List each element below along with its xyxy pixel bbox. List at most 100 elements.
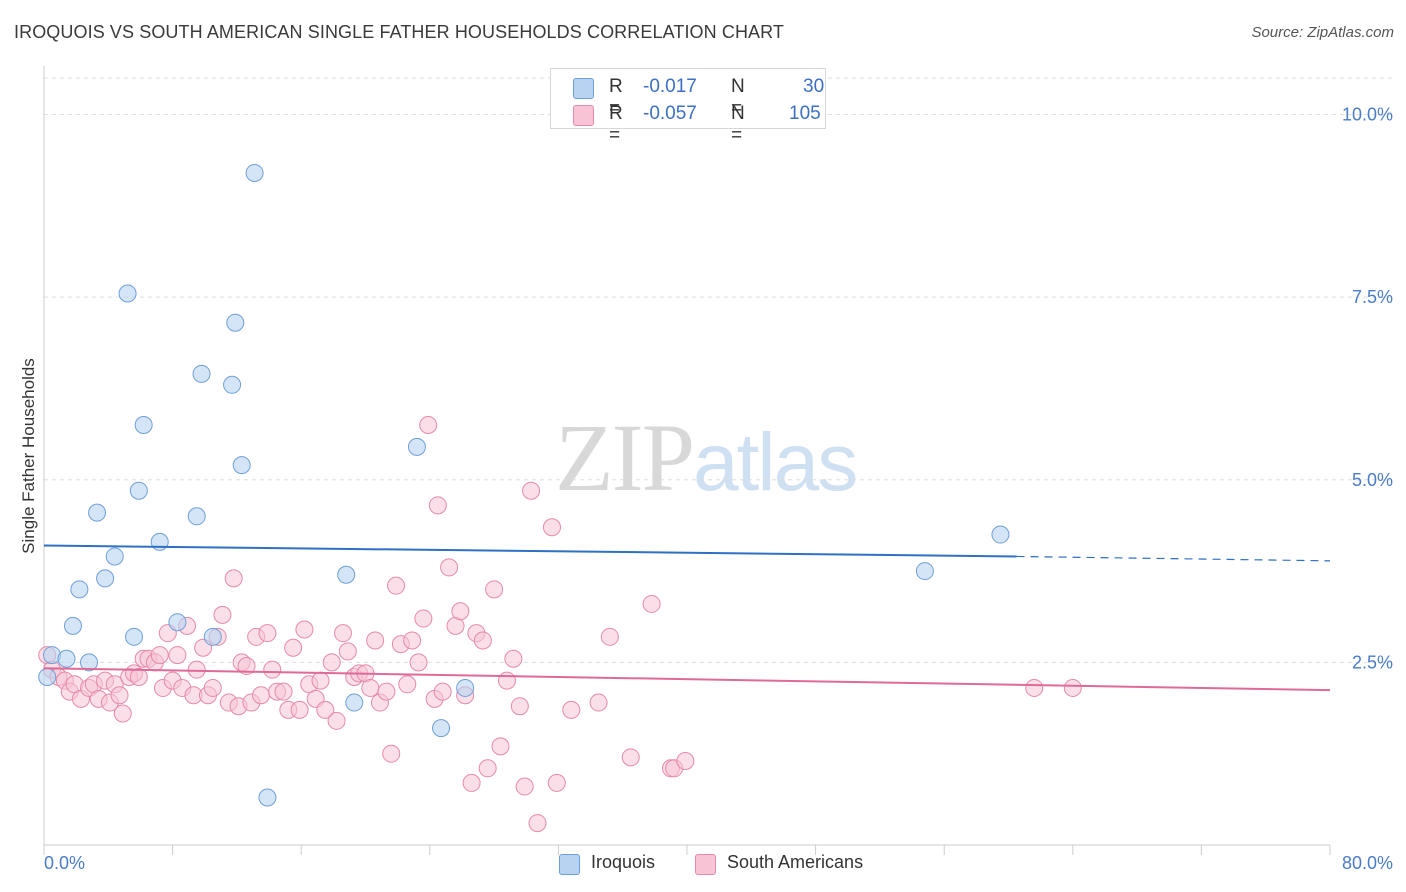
south-americans-point	[428, 496, 447, 515]
south-americans-point	[187, 660, 206, 679]
south-americans-swatch	[573, 105, 594, 126]
iroquois-legend-swatch	[559, 854, 580, 875]
south-americans-point	[361, 678, 380, 697]
south-americans-point	[284, 638, 303, 657]
south-americans-point	[327, 711, 346, 730]
south-americans-point	[398, 675, 417, 694]
south-americans-point	[419, 415, 438, 434]
iroquois-point	[192, 364, 211, 383]
south-americans-point	[129, 667, 148, 686]
south-americans-trendline	[43, 667, 1331, 692]
legend-r-value: -0.057	[643, 103, 697, 124]
iroquois-swatch	[573, 78, 594, 99]
y-tick-label: 2.5%	[1352, 652, 1393, 672]
south-americans-point	[213, 605, 232, 624]
iroquois-point	[105, 547, 124, 566]
south-americans-point	[451, 602, 470, 621]
south-americans-point	[274, 682, 293, 701]
legend-n-label: N =	[731, 76, 745, 119]
source-label: Source: ZipAtlas.com	[1251, 24, 1394, 41]
iroquois-point	[432, 719, 451, 738]
south-americans-legend-label: South Americans	[727, 852, 864, 872]
iroquois-point	[134, 415, 153, 434]
y-tick-label: 5.0%	[1352, 470, 1393, 490]
south-americans-point	[621, 748, 640, 767]
south-americans-point	[290, 700, 309, 719]
iroquois-point	[232, 456, 251, 475]
south-americans-point	[497, 671, 516, 690]
iroquois-point	[187, 507, 206, 526]
south-americans-point	[409, 653, 428, 672]
iroquois-point	[70, 580, 89, 599]
south-americans-point	[311, 671, 330, 690]
iroquois-point	[96, 569, 115, 588]
iroquois-point	[407, 437, 426, 456]
y-tick-label: 7.5%	[1352, 287, 1393, 307]
south-americans-point	[478, 759, 497, 778]
watermark: ZIPatlas	[555, 402, 858, 513]
south-americans-point	[600, 627, 619, 646]
south-americans-point	[589, 693, 608, 712]
south-americans-point	[203, 678, 222, 697]
y-axis-title: Single Father Households	[19, 358, 38, 554]
iroquois-point	[345, 693, 364, 712]
south-americans-point	[113, 704, 132, 723]
iroquois-point	[245, 163, 264, 182]
south-americans-point	[473, 631, 492, 650]
south-americans-point	[510, 697, 529, 716]
iroquois-point	[125, 627, 144, 646]
south-americans-point	[403, 631, 422, 650]
iroquois-point	[80, 653, 99, 672]
south-americans-point	[366, 631, 385, 650]
chart-title: IROQUOIS VS SOUTH AMERICAN SINGLE FATHER…	[14, 22, 785, 42]
iroquois-point	[118, 284, 137, 303]
south-americans-point	[440, 558, 459, 577]
iroquois-point	[915, 562, 934, 581]
south-americans-point	[258, 624, 277, 643]
legend-n-value: 105	[789, 103, 821, 124]
south-americans-point	[504, 649, 523, 668]
x-tick-label: 0.0%	[44, 853, 85, 873]
iroquois-point	[88, 503, 107, 522]
iroquois-point	[63, 616, 82, 635]
iroquois-point	[129, 481, 148, 500]
south-americans-point	[263, 660, 282, 679]
watermark-zip: ZIP	[555, 404, 695, 511]
south-americans-point	[1063, 678, 1082, 697]
iroquois-trendline	[43, 544, 1017, 558]
iroquois-point	[168, 613, 187, 632]
south-americans-legend-swatch	[695, 854, 716, 875]
south-americans-point	[333, 624, 352, 643]
iroquois-legend-label: Iroquois	[591, 852, 656, 872]
iroquois-trendline-extension	[1016, 555, 1331, 562]
south-americans-point	[168, 646, 187, 665]
south-americans-point	[1025, 678, 1044, 697]
south-americans-point	[676, 751, 695, 770]
south-americans-point	[377, 682, 396, 701]
iroquois-point	[223, 375, 242, 394]
south-americans-point	[295, 620, 314, 639]
iroquois-point	[258, 788, 277, 807]
iroquois-point	[226, 313, 245, 332]
iroquois-point	[38, 667, 57, 686]
south-americans-point	[237, 657, 256, 676]
south-americans-point	[542, 518, 561, 537]
south-americans-point	[522, 481, 541, 500]
south-americans-point	[562, 700, 581, 719]
south-americans-point	[316, 700, 335, 719]
south-americans-point	[528, 814, 547, 833]
south-americans-point	[150, 646, 169, 665]
legend-r-label: R =	[609, 103, 623, 146]
south-americans-point	[515, 777, 534, 796]
south-americans-point	[414, 609, 433, 628]
iroquois-point	[991, 525, 1010, 544]
iroquois-point	[456, 678, 475, 697]
watermark-atlas: atlas	[693, 417, 858, 508]
south-americans-point	[462, 773, 481, 792]
south-americans-point	[224, 569, 243, 588]
south-americans-point	[491, 737, 510, 756]
legend-r-label: R =	[609, 76, 623, 119]
legend-n-value: 30	[803, 76, 825, 97]
south-americans-point	[642, 594, 661, 613]
